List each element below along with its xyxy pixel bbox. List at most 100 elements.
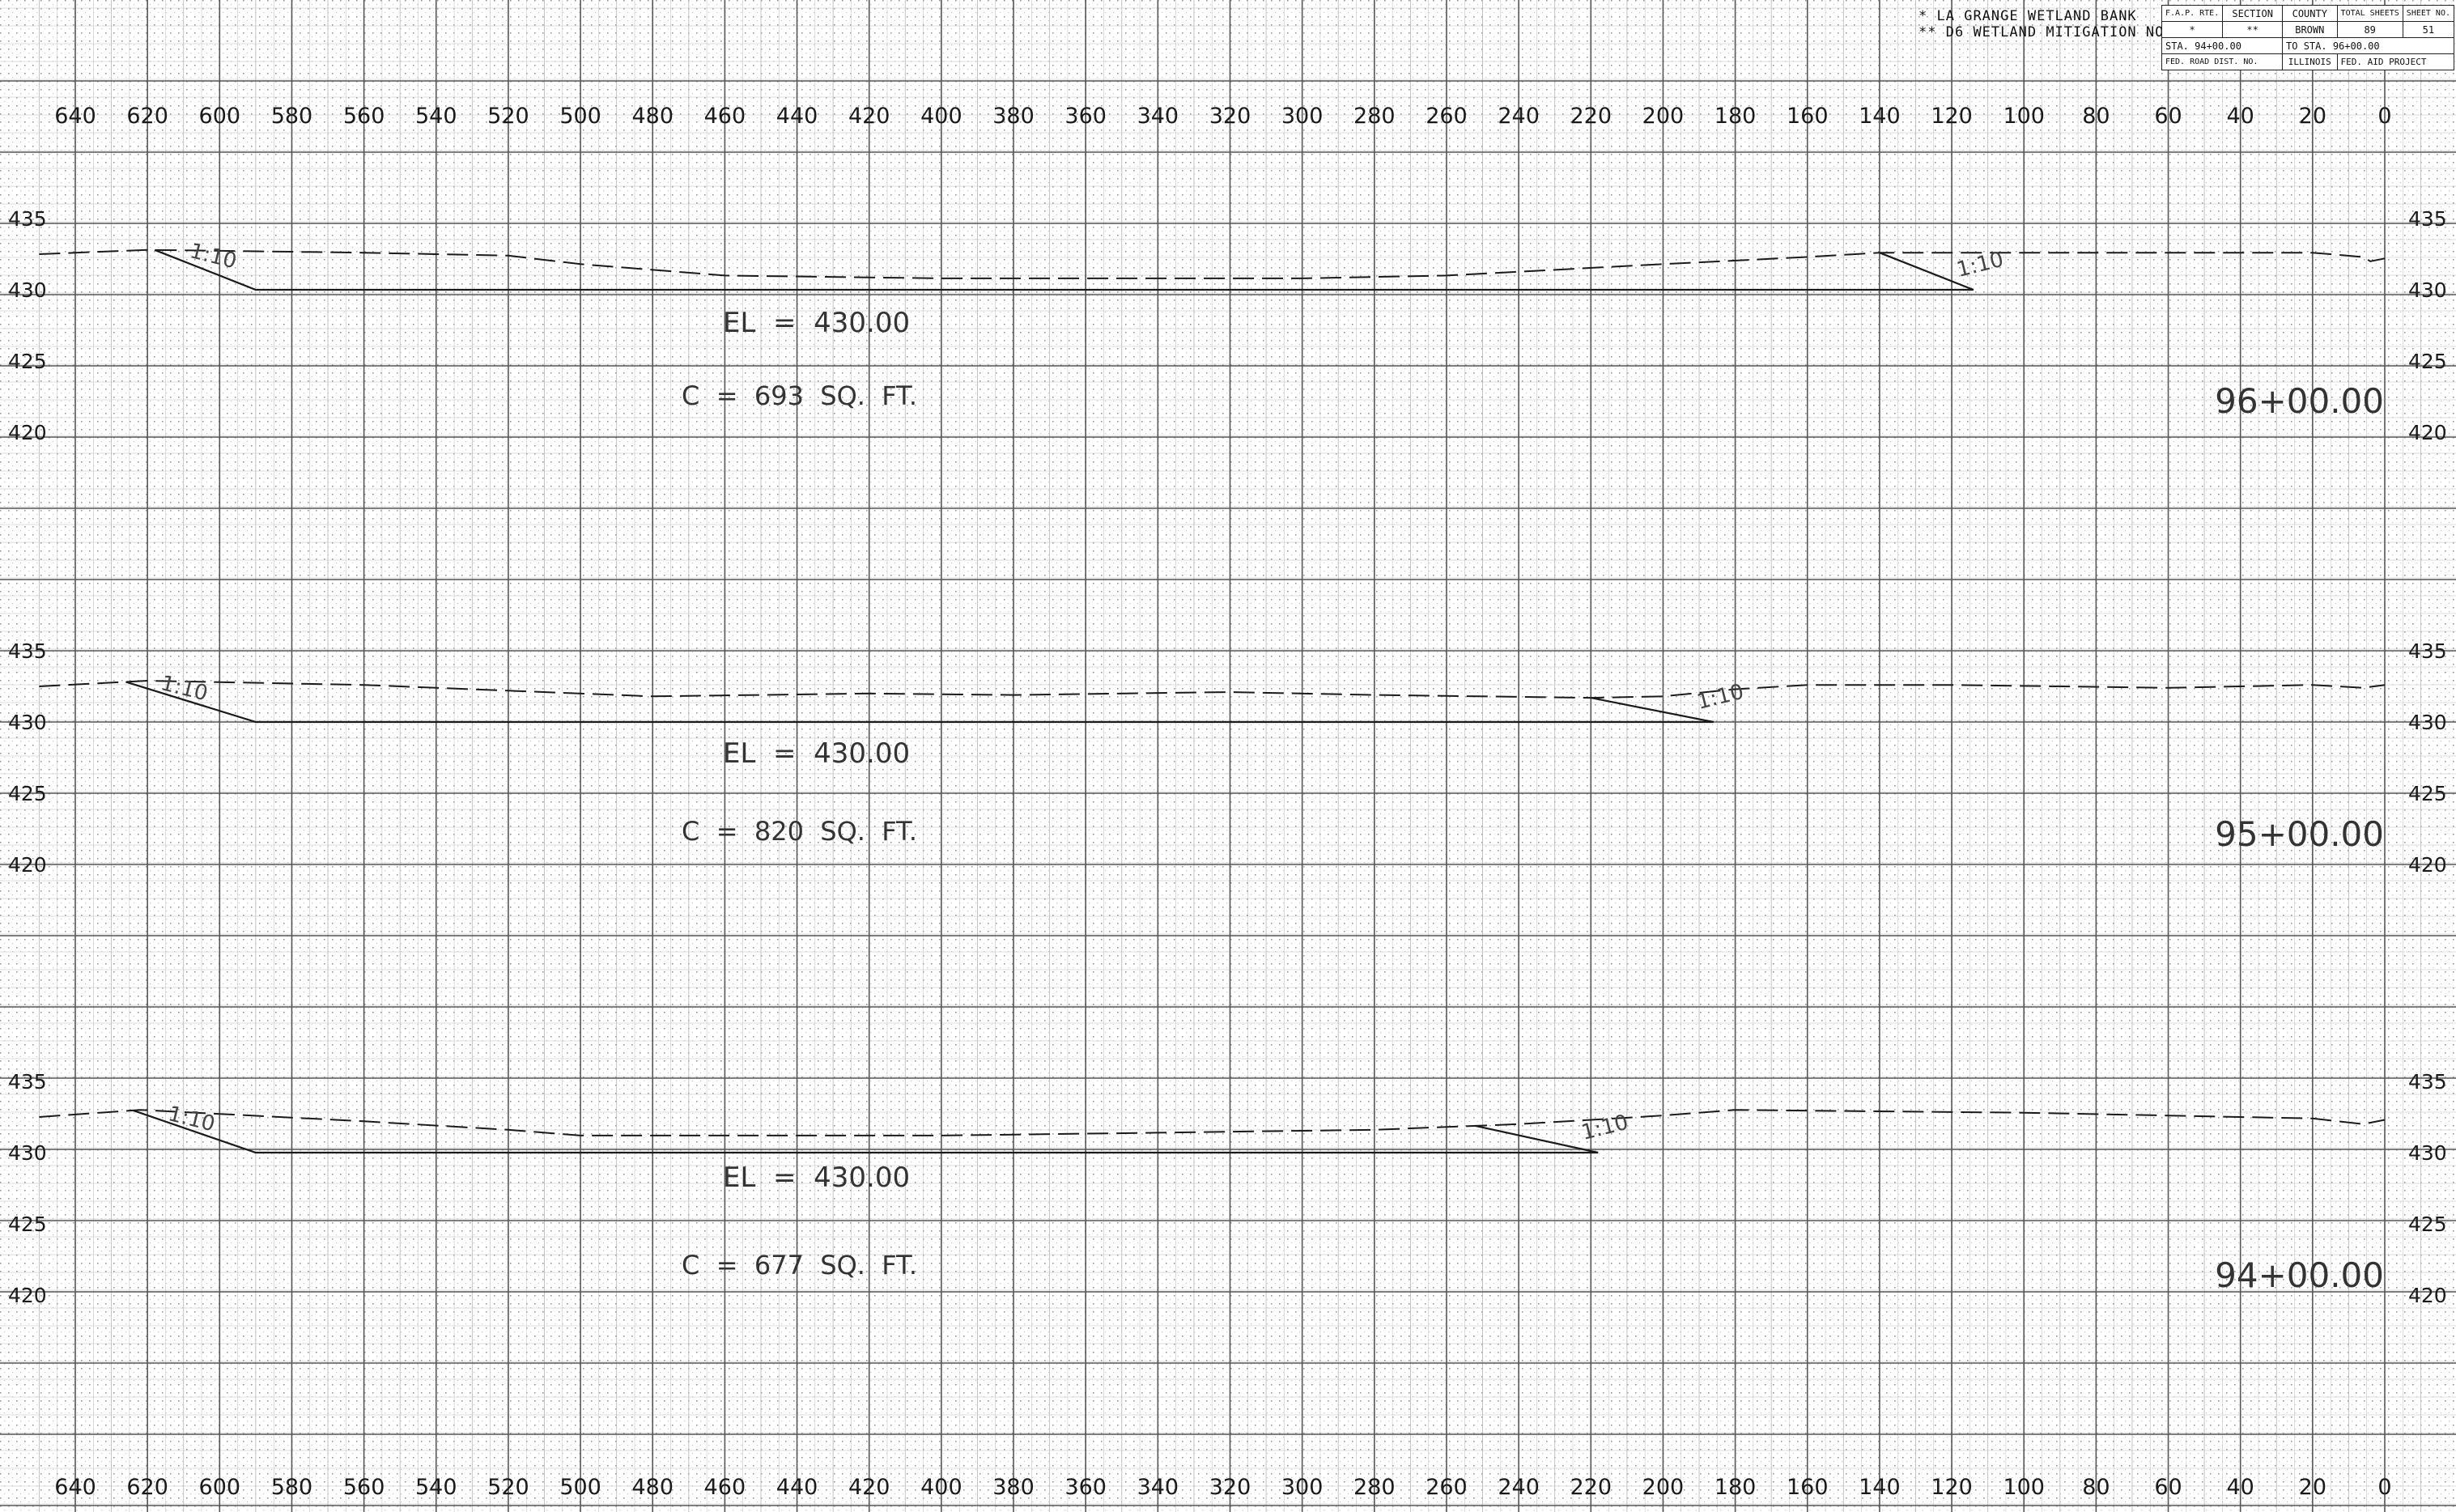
title-note-2-text: D6 WETLAND MITIGATION NO. 1 <box>1945 24 2192 40</box>
existing-ground-line <box>39 679 2386 699</box>
elevation-note: EL = 430.00 <box>723 737 910 770</box>
offset-scale-top-tick-label: 520 <box>487 104 529 129</box>
offset-scale-top-tick-label: 340 <box>1137 104 1179 129</box>
elevation-label-left: 430 <box>8 278 47 302</box>
offset-scale-top-tick-label: 480 <box>631 104 673 129</box>
offset-scale-top-tick-label: 280 <box>1353 104 1396 129</box>
station-from: STA. 94+00.00 <box>2161 37 2284 54</box>
station-label: 96+00.00 <box>2215 381 2384 421</box>
offset-scale-top-tick-label: 260 <box>1426 104 1468 129</box>
existing-ground-line <box>39 1109 2386 1136</box>
elevation-label-left: 435 <box>8 1070 47 1094</box>
offset-scale-bottom-tick-label: 100 <box>2003 1475 2045 1500</box>
station-to: TO STA. 96+00.00 <box>2282 37 2454 54</box>
offset-scale-bottom-tick-label: 0 <box>2377 1475 2391 1500</box>
elevation-label-left: 435 <box>8 207 47 231</box>
area-note: C = 820 SQ. FT. <box>682 816 917 847</box>
offset-scale-top-tick-label: 80 <box>2082 104 2110 129</box>
offset-scale-bottom-tick-label: 60 <box>2154 1475 2182 1500</box>
offset-scale-top-tick-label: 380 <box>992 104 1035 129</box>
offset-scale-bottom-tick-label: 240 <box>1498 1475 1540 1500</box>
elevation-label-right: 425 <box>2408 782 2447 805</box>
offset-scale-bottom-tick-label: 580 <box>271 1475 313 1500</box>
offset-scale-bottom-tick-label: 280 <box>1353 1475 1396 1500</box>
offset-scale-bottom-tick-label: 540 <box>415 1475 457 1500</box>
offset-scale-top-tick-label: 540 <box>415 104 457 129</box>
offset-scale-bottom-tick-label: 640 <box>54 1475 96 1500</box>
elevation-label-right: 425 <box>2408 1213 2447 1236</box>
offset-scale-top-tick-label: 120 <box>1931 104 1973 129</box>
offset-scale-top-tick-label: 580 <box>271 104 313 129</box>
offset-scale-top-tick-label: 560 <box>343 104 385 129</box>
offset-scale-top-tick-label: 60 <box>2154 104 2182 129</box>
offset-scale-bottom-tick-label: 500 <box>559 1475 601 1500</box>
elevation-label-right: 420 <box>2408 421 2447 444</box>
offset-scale-top-tick-label: 420 <box>848 104 890 129</box>
elevation-label-left: 420 <box>8 853 47 877</box>
offset-scale-top-tick-label: 620 <box>126 104 168 129</box>
offset-scale-bottom-tick-label: 440 <box>776 1475 818 1500</box>
elevation-label-right: 435 <box>2408 1070 2447 1094</box>
offset-scale-top-tick-label: 460 <box>704 104 746 129</box>
offset-scale-top: 640 620 600 580 560 540 520 500 480 460 440 420 400 3… <box>54 104 2391 129</box>
offset-scale-bottom-tick-label: 560 <box>343 1475 385 1500</box>
title-block: * LA GRANGE WETLAND BANK ** D6 WETLAND M… <box>1918 5 2455 94</box>
offset-scale-top-tick-label: 600 <box>199 104 241 129</box>
title-note-2: ** D6 WETLAND MITIGATION NO. 1 <box>1918 24 2191 40</box>
offset-scale-bottom-tick-label: 620 <box>126 1475 168 1500</box>
title-table: F.A.P. RTE. SECTION COUNTY TOTAL SHEETS … <box>2161 5 2455 70</box>
offset-scale-bottom-tick-label: 480 <box>631 1475 673 1500</box>
elevation-label-right: 435 <box>2408 207 2447 231</box>
elevation-label-right: 425 <box>2408 350 2447 373</box>
proposed-template-line <box>125 681 1715 724</box>
header-rte: F.A.P. RTE. <box>2161 5 2224 22</box>
elevation-label-left: 425 <box>8 1213 47 1236</box>
offset-scale-top-tick-label: 180 <box>1715 104 1757 129</box>
elevation-note: EL = 430.00 <box>723 307 910 339</box>
elevation-note: EL = 430.00 <box>723 1162 910 1194</box>
offset-scale-top-tick-label: 100 <box>2003 104 2045 129</box>
offset-scale-bottom-tick-label: 260 <box>1426 1475 1468 1500</box>
offset-scale-top-tick-label: 440 <box>776 104 818 129</box>
proposed-template-line <box>154 248 1974 291</box>
offset-scale-bottom-tick-label: 140 <box>1859 1475 1901 1500</box>
elevation-label-left: 420 <box>8 421 47 444</box>
elevation-label-right: 430 <box>2408 278 2447 302</box>
elevation-label-left: 435 <box>8 639 47 663</box>
offset-scale-bottom-tick-label: 180 <box>1715 1475 1757 1500</box>
offset-scale-bottom-tick-label: 340 <box>1137 1475 1179 1500</box>
state-label: ILLINOIS <box>2282 53 2338 70</box>
offset-scale-bottom-tick-label: 40 <box>2227 1475 2254 1500</box>
elevation-label-left: 430 <box>8 711 47 734</box>
offset-scale-bottom-tick-label: 200 <box>1642 1475 1685 1500</box>
elevation-label-left: 430 <box>8 1141 47 1165</box>
offset-scale-top-tick-label: 640 <box>54 104 96 129</box>
offset-scale-bottom: 640 620 600 580 560 540 520 500 480 460 440 420 400 3… <box>54 1475 2391 1500</box>
offset-scale-top-tick-label: 240 <box>1498 104 1540 129</box>
station-label: 94+00.00 <box>2215 1255 2384 1295</box>
elevation-label-right: 420 <box>2408 1284 2447 1307</box>
elevation-label-left: 425 <box>8 350 47 373</box>
offset-scale-bottom-tick-label: 120 <box>1931 1475 1973 1500</box>
value-total-sheets: 89 <box>2336 21 2403 38</box>
offset-scale-bottom-tick-label: 600 <box>199 1475 241 1500</box>
station-label: 95+00.00 <box>2215 814 2384 854</box>
offset-scale-top-tick-label: 360 <box>1064 104 1107 129</box>
elevation-label-left: 420 <box>8 1284 47 1307</box>
value-rte: * <box>2161 21 2224 38</box>
offset-scale-bottom-tick-label: 20 <box>2299 1475 2326 1500</box>
header-sheet-no: SHEET NO. <box>2402 5 2455 22</box>
title-note-1-marker: * <box>1918 8 1928 24</box>
offset-scale-top-tick-label: 200 <box>1642 104 1685 129</box>
offset-scale-top-tick-label: 20 <box>2299 104 2326 129</box>
offset-scale-top-tick-label: 320 <box>1209 104 1251 129</box>
fed-road-dist: FED. ROAD DIST. NO. <box>2161 53 2284 70</box>
header-total-sheets: TOTAL SHEETS <box>2336 5 2403 22</box>
header-county: COUNTY <box>2282 5 2338 22</box>
